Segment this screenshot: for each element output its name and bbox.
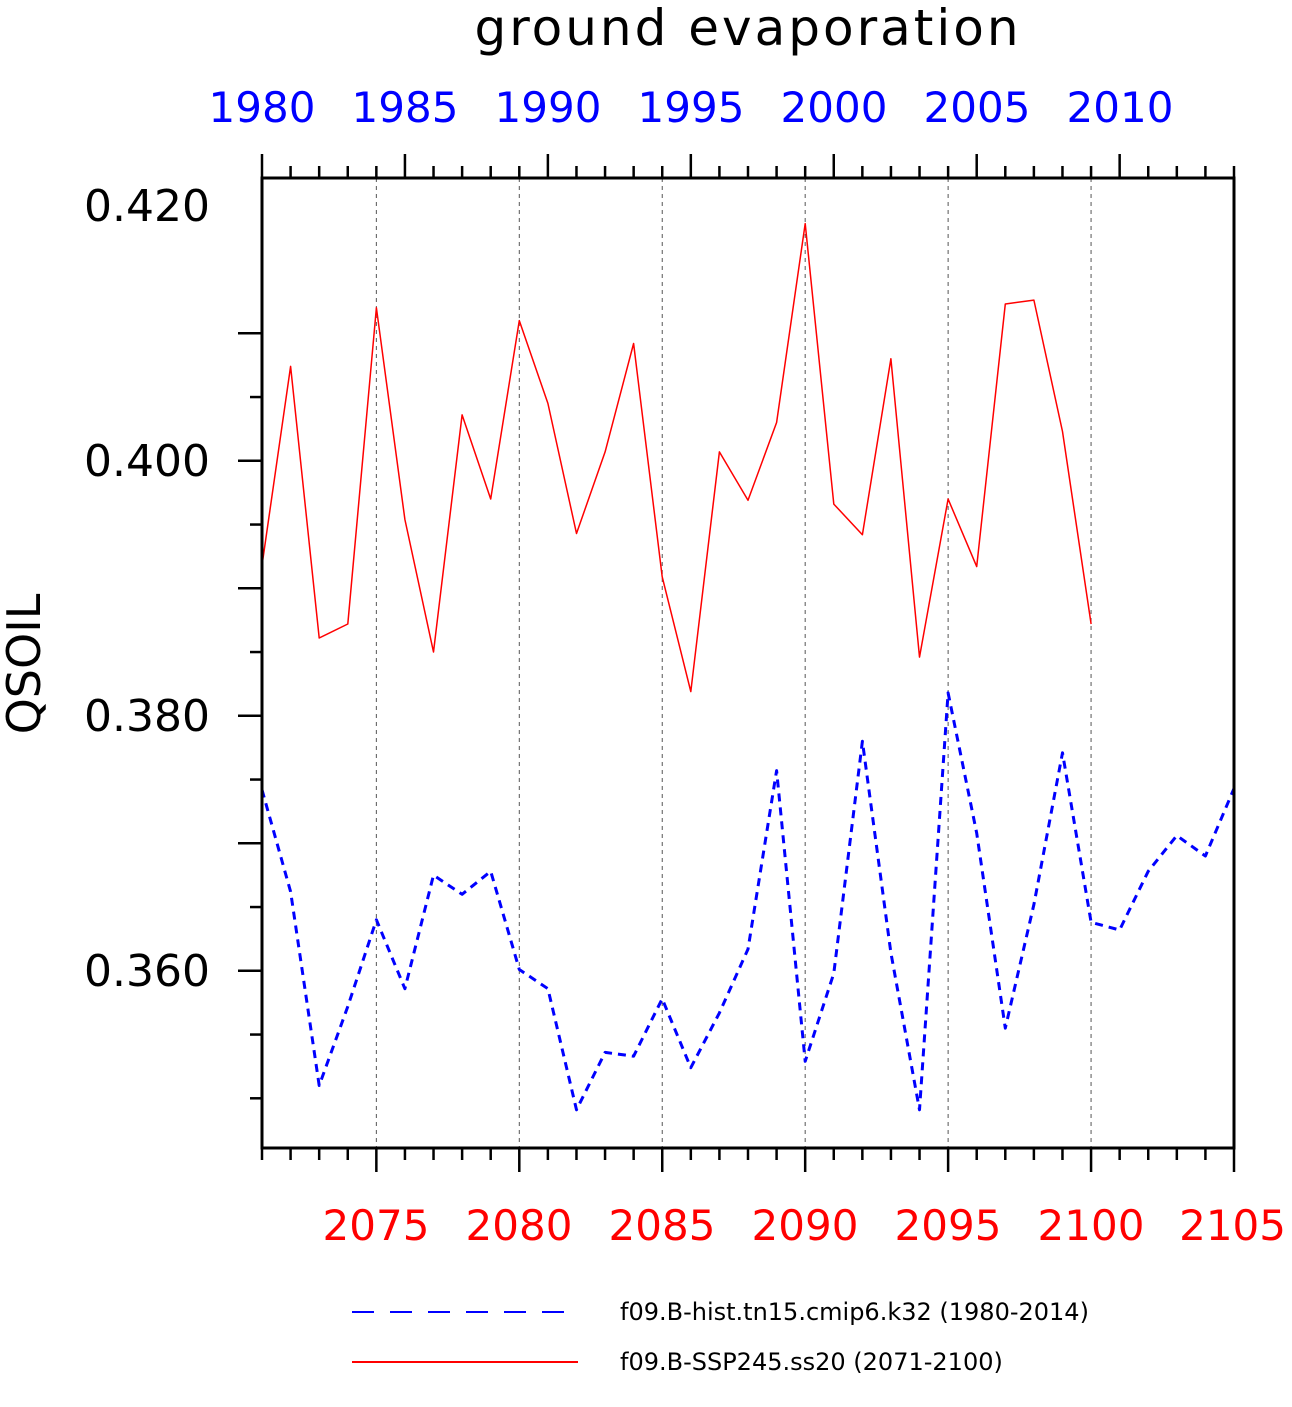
y-axis-label: QSOIL	[0, 593, 51, 734]
bottom-x-tick-label: 2090	[752, 1201, 859, 1250]
series-group	[260, 222, 1236, 1112]
legend: f09.B-hist.tn15.cmip6.k32 (1980-2014) f0…	[352, 1298, 1089, 1376]
bottom-x-tick-label: 2100	[1038, 1201, 1145, 1250]
top-x-tick-label: 2005	[924, 83, 1031, 132]
bottom-x-tick-label: 2075	[323, 1201, 430, 1250]
plot-frame	[260, 176, 1236, 1150]
y-tick-label: 0.420	[84, 181, 210, 232]
grid-lines	[375, 178, 1092, 1148]
y-tick-label: 0.380	[84, 691, 210, 742]
series-line-ssp245	[261, 222, 1092, 693]
bottom-x-tick-label: 2105	[1179, 1201, 1286, 1250]
legend-label-historical: f09.B-hist.tn15.cmip6.k32 (1980-2014)	[620, 1298, 1089, 1326]
top-x-tick-label: 2010	[1067, 83, 1174, 132]
top-x-tick-label: 2000	[781, 83, 888, 132]
bottom-x-tick-label: 2085	[609, 1201, 716, 1250]
top-x-tick-label: 1995	[638, 83, 745, 132]
legend-label-ssp245: f09.B-SSP245.ss20 (2071-2100)	[620, 1348, 1003, 1376]
axis-ticks	[238, 154, 1236, 1172]
y-tick-label: 0.360	[84, 946, 210, 997]
top-x-tick-label: 1980	[209, 83, 316, 132]
y-tick-labels: 0.360 0.380 0.400 0.420	[84, 181, 210, 997]
bottom-x-tick-label: 2080	[466, 1201, 573, 1250]
series-line-historical	[260, 691, 1236, 1112]
top-x-tick-label: 1990	[495, 83, 602, 132]
chart-title: ground evaporation	[474, 0, 1021, 57]
top-x-tick-labels: 1980 1985 1990 1995 2000 2005 2010	[209, 83, 1174, 132]
bottom-x-tick-labels: 2075 2080 2085 2090 2095 2100 2105	[323, 1201, 1286, 1250]
top-x-tick-label: 1985	[352, 83, 459, 132]
y-tick-label: 0.400	[84, 436, 210, 487]
bottom-x-tick-label: 2095	[895, 1201, 1002, 1250]
